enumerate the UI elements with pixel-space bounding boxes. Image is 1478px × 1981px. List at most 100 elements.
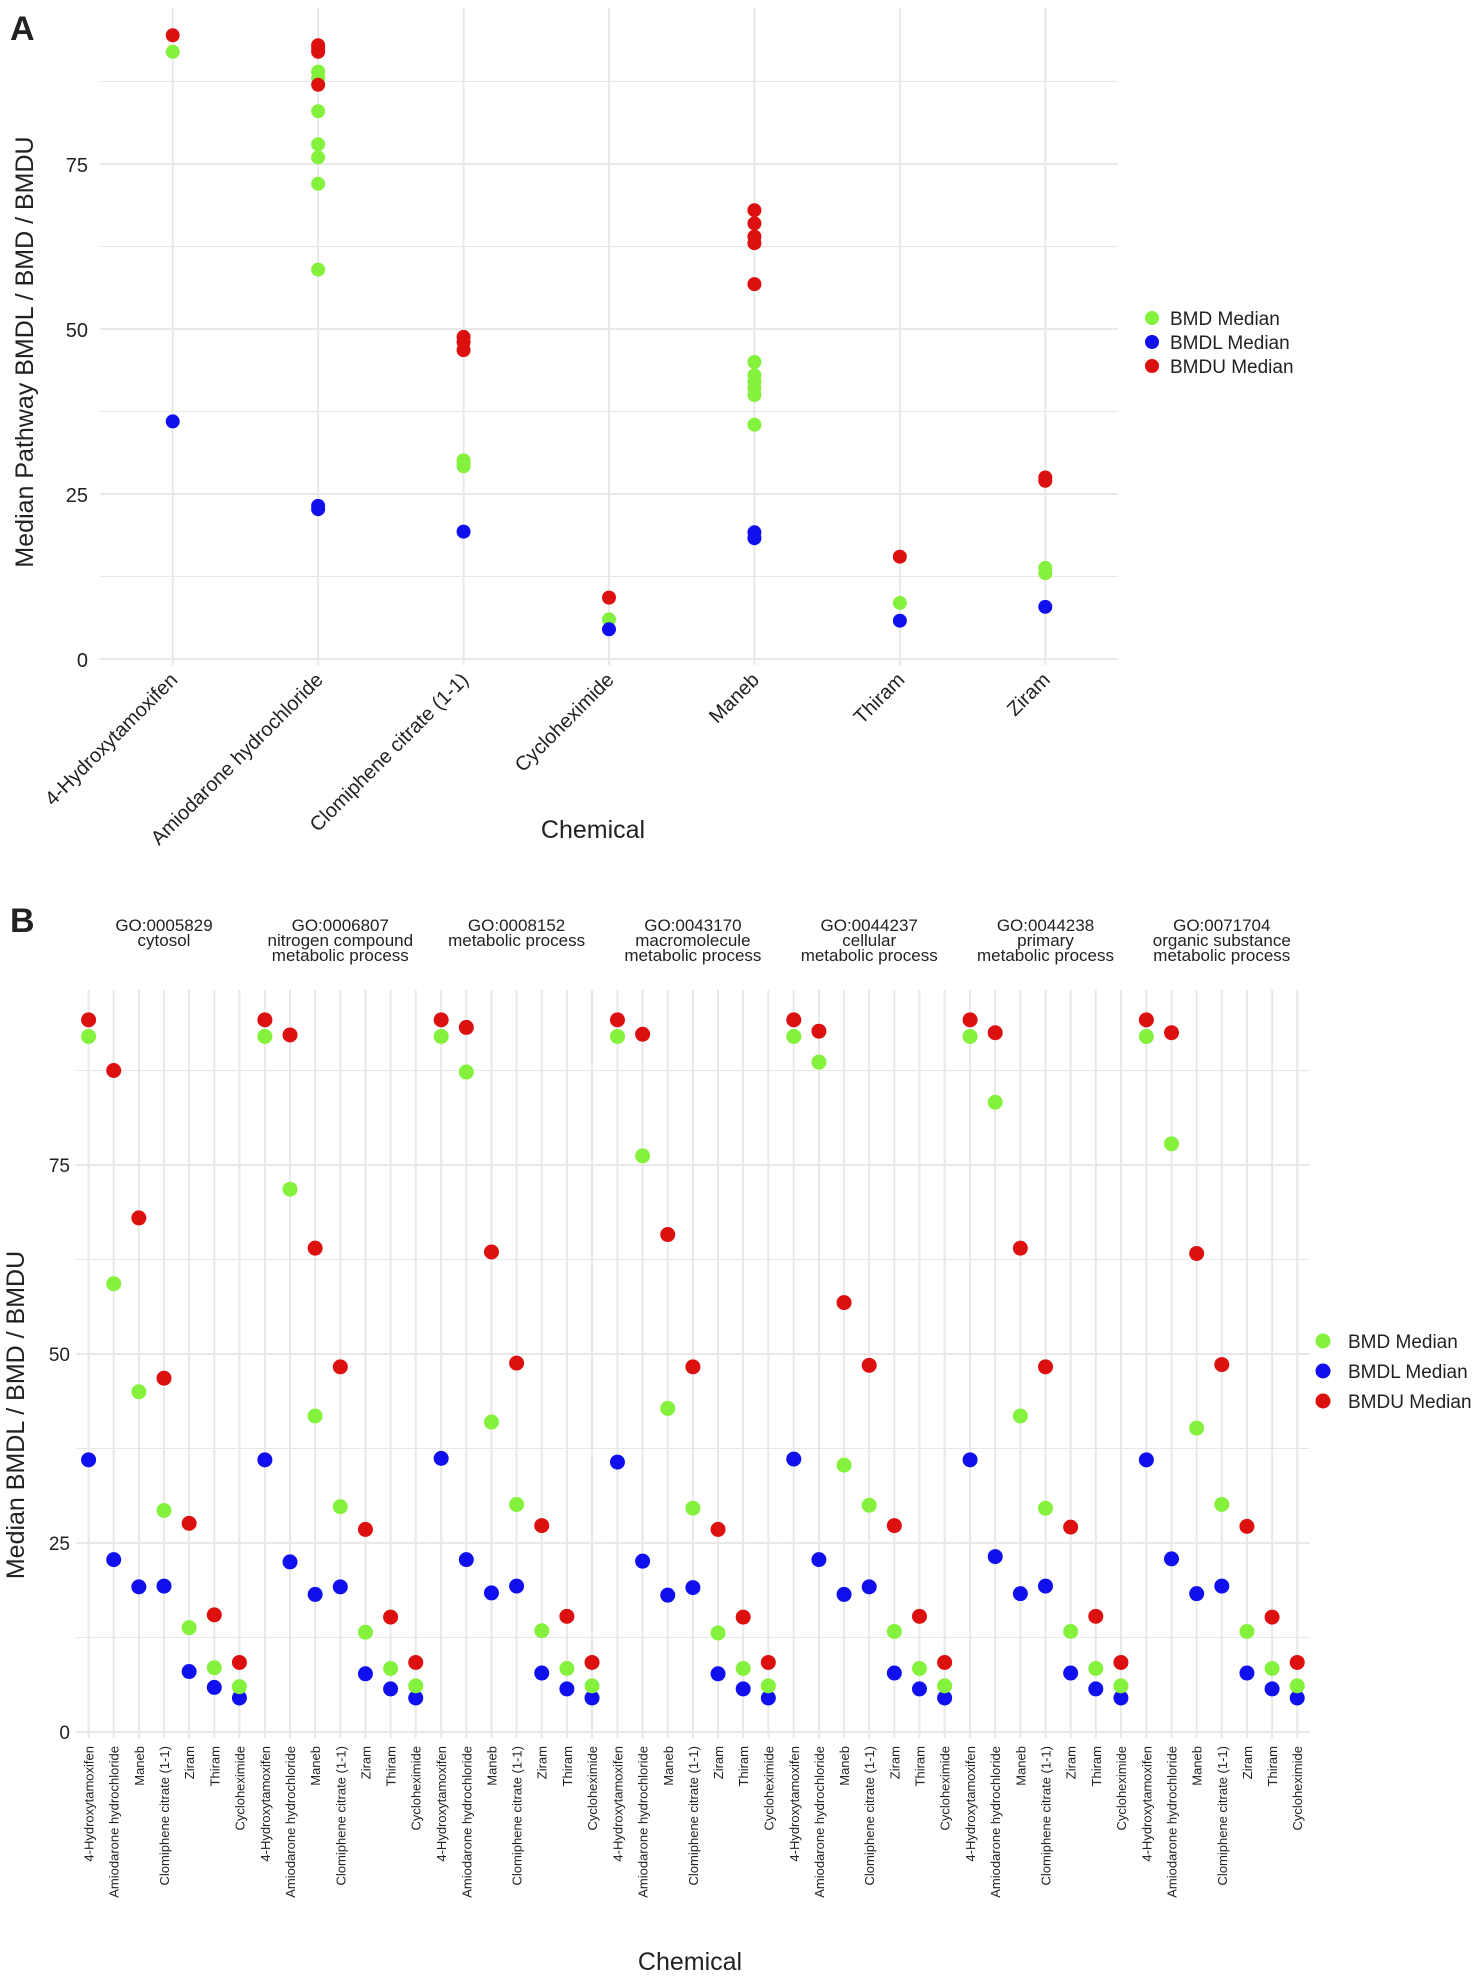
y-tick-label: 75 <box>49 1156 70 1177</box>
x-tick-label: Amiodarone hydrochloride <box>459 1746 474 1898</box>
x-tick-label: Amiodarone hydrochloride <box>283 1746 298 1898</box>
x-tick-label: Maneb <box>1013 1746 1028 1786</box>
data-point <box>181 1515 197 1531</box>
data-point <box>458 1552 474 1568</box>
x-tick-label: Clomiphene citrate (1-1) <box>1215 1746 1230 1885</box>
data-point <box>747 531 762 546</box>
data-point <box>710 1521 726 1537</box>
data-point <box>635 1553 651 1569</box>
x-tick-label: Clomiphene citrate (1-1) <box>686 1746 701 1885</box>
x-tick-label: Ziram <box>711 1746 726 1779</box>
data-point <box>786 1028 802 1044</box>
x-tick-label: Amiodarone hydrochloride <box>988 1746 1003 1898</box>
facet-title: GO:0005829 <box>115 916 212 935</box>
data-point <box>1164 1551 1180 1567</box>
data-point <box>1088 1660 1104 1676</box>
x-tick-label: Thiram <box>850 669 910 729</box>
data-point <box>206 1679 222 1695</box>
x-tick-label: Cycloheximide <box>511 669 619 777</box>
data-point <box>307 1408 323 1424</box>
legend-marker <box>1145 335 1159 349</box>
data-point <box>231 1679 247 1695</box>
data-point <box>760 1654 776 1670</box>
data-point <box>1012 1408 1028 1424</box>
data-point <box>886 1623 902 1639</box>
data-point <box>747 277 762 292</box>
facet-title: metabolic process <box>801 946 938 965</box>
data-point <box>156 1578 172 1594</box>
data-point <box>408 1678 424 1694</box>
x-tick-label: Cycloheximide <box>938 1746 953 1831</box>
x-tick-label: 4-Hydroxytamoxifen <box>787 1746 802 1862</box>
x-tick-label: Cycloheximide <box>232 1746 247 1831</box>
data-point <box>609 1454 625 1470</box>
data-point <box>1164 1025 1180 1041</box>
data-point <box>257 1452 273 1468</box>
x-tick-label: Thiram <box>1089 1746 1104 1786</box>
data-point <box>357 1521 373 1537</box>
data-point <box>458 1064 474 1080</box>
data-point <box>1214 1578 1230 1594</box>
x-tick-label: Maneb <box>661 1746 676 1786</box>
facet-title: GO:0006807 <box>292 916 389 935</box>
data-point <box>131 1210 147 1226</box>
data-point <box>257 1028 273 1044</box>
x-tick-label: Amiodarone hydrochloride <box>812 1746 827 1898</box>
data-point <box>311 77 326 92</box>
panel-b-ylabel: Median BMDL / BMD / BMDU <box>2 1251 30 1579</box>
legend-label: BMDU Median <box>1348 1392 1472 1413</box>
x-tick-label: Thiram <box>207 1746 222 1786</box>
x-tick-label: 4-Hydroxytamoxifen <box>434 1746 449 1862</box>
data-point <box>1189 1245 1205 1261</box>
x-tick-label: Clomiphene citrate (1-1) <box>333 1746 348 1885</box>
legend-label: BMDL Median <box>1348 1362 1468 1383</box>
facet-title: metabolic process <box>977 946 1114 965</box>
data-point <box>311 137 326 152</box>
x-tick-label: Ziram <box>535 1746 550 1779</box>
data-point <box>685 1500 701 1516</box>
data-point <box>231 1690 247 1706</box>
data-point <box>892 549 907 564</box>
data-point <box>735 1609 751 1625</box>
facet-title: metabolic process <box>448 931 585 950</box>
data-point <box>1164 1136 1180 1152</box>
data-point <box>1138 1452 1154 1468</box>
data-point <box>332 1359 348 1375</box>
data-point <box>231 1654 247 1670</box>
data-point <box>1289 1690 1305 1706</box>
data-point <box>106 1276 122 1292</box>
x-tick-label: Maneb <box>1190 1746 1205 1786</box>
data-point <box>962 1012 978 1028</box>
data-point <box>609 1028 625 1044</box>
data-point <box>456 459 471 474</box>
x-tick-label: Maneb <box>308 1746 323 1786</box>
facet-title: metabolic process <box>1153 946 1290 965</box>
data-point <box>534 1665 550 1681</box>
data-point <box>1012 1586 1028 1602</box>
data-point <box>602 590 616 605</box>
data-point <box>509 1578 525 1594</box>
facet-title: GO:0071704 <box>1173 916 1270 935</box>
legend-label: BMD Median <box>1348 1332 1458 1353</box>
data-point <box>735 1660 751 1676</box>
data-point <box>760 1690 776 1706</box>
data-point <box>1063 1665 1079 1681</box>
data-point <box>710 1666 726 1682</box>
data-point <box>311 262 326 277</box>
data-point <box>710 1625 726 1641</box>
data-point <box>181 1664 197 1680</box>
data-point <box>1189 1420 1205 1436</box>
data-point <box>131 1579 147 1595</box>
y-tick-label: 50 <box>66 320 88 342</box>
x-tick-label: Maneb <box>705 669 764 728</box>
panel-label-a: A <box>10 10 35 48</box>
data-point <box>861 1497 877 1513</box>
data-point <box>911 1681 927 1697</box>
data-point <box>1214 1496 1230 1512</box>
data-point <box>747 355 762 369</box>
data-point <box>81 1012 97 1028</box>
facet-title: primary <box>1017 931 1074 950</box>
x-tick-label: Ziram <box>358 1746 373 1779</box>
facet-title: cytosol <box>138 931 191 950</box>
